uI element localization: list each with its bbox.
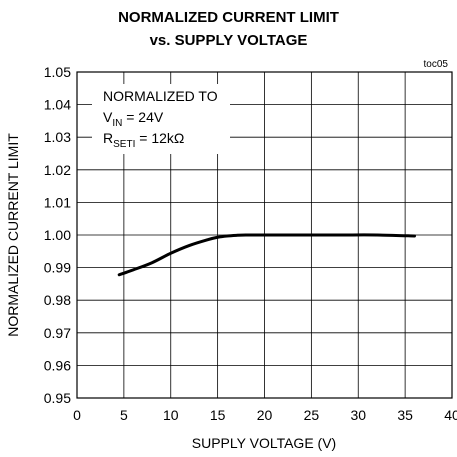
y-tick-label: 1.04 [44,97,71,113]
annotation-background [92,84,230,154]
series-line [117,233,416,277]
annotation-rseti-value: = 12kΩ [135,130,184,146]
y-tick-label: 1.03 [44,129,71,145]
x-tick-label: 35 [397,407,413,423]
y-axis-label: NORMALIZED CURRENT LIMIT [5,133,21,337]
x-tick-label: 40 [444,407,457,423]
y-tick-label: 1.05 [44,64,71,80]
y-tick-label: 1.01 [44,194,71,210]
x-tick-label: 20 [257,407,273,423]
annotation-vin-symbol: V [103,109,113,125]
annotation-vin-value: = 24V [122,109,164,125]
x-tick-label: 10 [163,407,179,423]
x-tick-label: 0 [73,407,81,423]
plot-frame [76,71,453,399]
annotation-line-2: VIN = 24V [103,109,164,129]
tick-labels: 0 5 10 15 20 25 30 35 40 0.95 0.96 0.97 0.98 0.99 1.00… [44,64,457,423]
y-tick-label: 0.95 [44,390,71,406]
annotation-rseti-subscript: SETI [113,139,135,150]
y-tick-label: 1.02 [44,162,71,178]
y-tick-label: 1.00 [44,227,71,243]
figure-tag: toc05 [424,59,449,70]
annotation-rseti-symbol: R [103,130,113,146]
annotation: NORMALIZED TO VIN = 24V RSETI = 12kΩ [103,88,218,150]
x-axis-label: SUPPLY VOLTAGE (V) [192,435,336,451]
chart-subtitle: vs. SUPPLY VOLTAGE [149,32,308,49]
x-tick-label: 5 [120,407,128,423]
y-tick-label: 0.96 [44,357,71,373]
chart-title: NORMALIZED CURRENT LIMIT [118,9,339,26]
annotation-line-1: NORMALIZED TO [103,88,218,104]
y-tick-label: 0.98 [44,292,71,308]
x-tick-label: 25 [304,407,320,423]
annotation-line-3: RSETI = 12kΩ [103,130,184,150]
y-tick-label: 0.99 [44,260,71,276]
x-tick-label: 15 [210,407,226,423]
y-tick-label: 0.97 [44,325,71,341]
x-tick-label: 30 [350,407,366,423]
annotation-vin-subscript: IN [112,118,122,129]
